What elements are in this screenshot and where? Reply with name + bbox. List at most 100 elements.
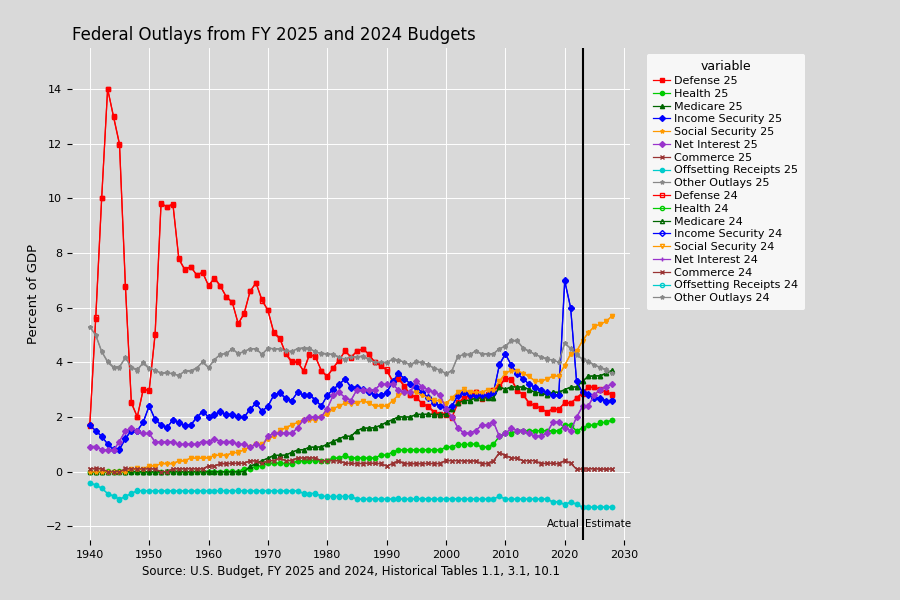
Income Security 25 xyxy=(144,403,155,410)
Offsetting Receipts 24 xyxy=(589,504,599,511)
Income Security 25 xyxy=(85,422,95,429)
Line: Net Interest 24: Net Interest 24 xyxy=(87,379,615,452)
Net Interest 24 xyxy=(607,380,617,388)
Offsetting Receipts 24 xyxy=(286,487,297,494)
Line: Defense 25: Defense 25 xyxy=(87,87,615,427)
Net Interest 25 xyxy=(411,378,422,385)
Health 24 xyxy=(197,469,208,476)
Health 25 xyxy=(85,468,95,475)
Other Outlays 24 xyxy=(607,369,617,376)
Net Interest 25 xyxy=(144,430,155,437)
Net Interest 25 xyxy=(607,380,617,388)
Social Security 24 xyxy=(352,399,363,406)
Income Security 24 xyxy=(85,421,95,428)
Commerce 25 xyxy=(357,460,368,467)
Line: Defense 24: Defense 24 xyxy=(87,86,615,428)
Net Interest 25 xyxy=(357,386,368,393)
Line: Income Security 24: Income Security 24 xyxy=(87,279,615,451)
Income Security 25 xyxy=(554,392,564,399)
Medicare 24 xyxy=(85,467,95,475)
Offsetting Receipts 25 xyxy=(547,498,558,505)
Social Security 24 xyxy=(547,373,558,380)
Commerce 24 xyxy=(292,455,303,462)
Social Security 25 xyxy=(607,312,617,319)
Social Security 24 xyxy=(192,455,202,462)
Offsetting Receipts 25 xyxy=(577,503,588,511)
Offsetting Receipts 25 xyxy=(352,496,363,503)
Medicare 24 xyxy=(220,469,231,476)
Health 25 xyxy=(138,468,148,475)
Other Outlays 25 xyxy=(554,359,564,366)
Commerce 24 xyxy=(494,449,505,457)
Line: Health 24: Health 24 xyxy=(87,418,615,474)
Health 24 xyxy=(138,469,148,476)
Line: Offsetting Receipts 24: Offsetting Receipts 24 xyxy=(87,481,615,509)
Net Interest 24 xyxy=(144,430,155,437)
Income Security 24 xyxy=(197,408,208,415)
Offsetting Receipts 25 xyxy=(607,503,617,511)
Medicare 25 xyxy=(85,468,95,475)
Text: Estimate: Estimate xyxy=(585,519,631,529)
Defense 25 xyxy=(292,359,303,366)
Social Security 25 xyxy=(138,466,148,473)
Net Interest 25 xyxy=(197,438,208,445)
Income Security 25 xyxy=(292,389,303,396)
Medicare 25 xyxy=(607,367,617,374)
Other Outlays 24 xyxy=(149,366,160,373)
Health 24 xyxy=(156,468,166,475)
Health 25 xyxy=(192,468,202,475)
Health 24 xyxy=(607,416,617,424)
Health 25 xyxy=(286,460,297,467)
Social Security 25 xyxy=(85,468,95,475)
Health 24 xyxy=(85,468,95,475)
Medicare 24 xyxy=(292,446,303,454)
Line: Other Outlays 24: Other Outlays 24 xyxy=(87,325,615,377)
Defense 25 xyxy=(554,405,564,412)
Medicare 25 xyxy=(286,449,297,456)
Net Interest 24 xyxy=(85,443,95,450)
Text: Federal Outlays from FY 2025 and 2024 Budgets: Federal Outlays from FY 2025 and 2024 Bu… xyxy=(72,26,476,44)
Text: Actual: Actual xyxy=(547,519,580,529)
Net Interest 25 xyxy=(85,443,95,451)
Defense 24 xyxy=(607,391,617,398)
Defense 24 xyxy=(197,269,208,277)
Defense 24 xyxy=(554,406,564,413)
Social Security 25 xyxy=(149,463,160,470)
Other Outlays 25 xyxy=(292,345,303,352)
Social Security 25 xyxy=(286,422,297,429)
Net Interest 25 xyxy=(96,446,107,454)
Health 24 xyxy=(144,469,155,476)
Defense 24 xyxy=(144,388,155,395)
Income Security 24 xyxy=(292,389,303,396)
Other Outlays 24 xyxy=(85,323,95,331)
Social Security 24 xyxy=(607,312,617,319)
Income Security 25 xyxy=(108,446,119,454)
Health 24 xyxy=(292,457,303,464)
Income Security 25 xyxy=(156,422,166,429)
Defense 24 xyxy=(292,358,303,365)
Commerce 24 xyxy=(559,457,570,464)
Health 25 xyxy=(149,468,160,475)
Income Security 25 xyxy=(559,277,570,284)
Commerce 25 xyxy=(494,449,505,456)
Income Security 25 xyxy=(197,408,208,415)
Medicare 25 xyxy=(138,468,148,475)
Other Outlays 25 xyxy=(138,359,148,366)
Medicare 25 xyxy=(352,427,363,434)
Income Security 24 xyxy=(607,397,617,404)
Health 25 xyxy=(547,427,558,434)
Social Security 24 xyxy=(286,421,297,428)
Other Outlays 24 xyxy=(292,345,303,352)
Social Security 24 xyxy=(85,469,95,476)
Net Interest 24 xyxy=(357,386,368,393)
Defense 25 xyxy=(197,269,208,276)
Offsetting Receipts 24 xyxy=(352,496,363,503)
Line: Commerce 24: Commerce 24 xyxy=(87,451,615,474)
Medicare 24 xyxy=(554,389,564,396)
Net Interest 24 xyxy=(411,377,422,385)
Commerce 24 xyxy=(197,465,208,472)
Commerce 25 xyxy=(144,466,155,473)
Other Outlays 25 xyxy=(197,359,208,366)
Other Outlays 24 xyxy=(174,371,184,379)
Offsetting Receipts 25 xyxy=(149,487,160,494)
